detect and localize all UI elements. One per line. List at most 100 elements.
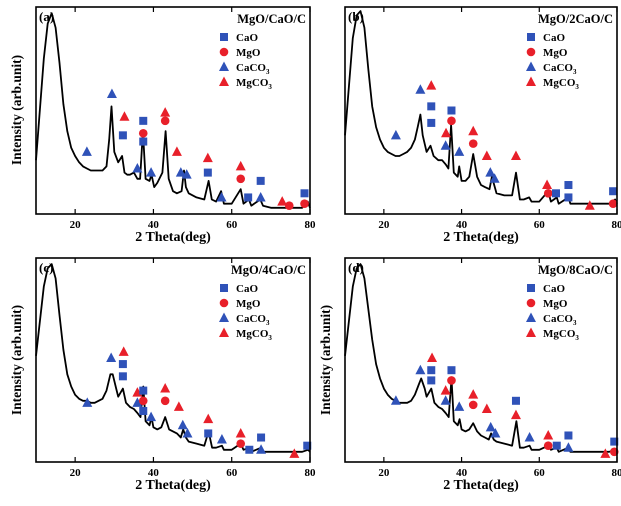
marker-mgco3: [427, 352, 438, 362]
marker-caco3: [485, 421, 496, 432]
marker-mgo: [608, 199, 618, 208]
marker-caco3: [146, 167, 157, 177]
marker-cao: [300, 189, 309, 198]
marker-cao: [257, 433, 266, 442]
marker-caco3: [415, 84, 426, 94]
marker-cao: [564, 181, 573, 190]
legend-label: MgO: [236, 298, 261, 310]
marker-mgco3: [118, 346, 129, 356]
marker-mgo: [468, 139, 478, 148]
marker-caco3: [81, 146, 92, 156]
panel-title: MgO/8CaO/C: [538, 263, 613, 277]
marker-caco3: [182, 427, 193, 438]
marker-cao: [609, 187, 618, 196]
marker-caco3: [490, 427, 501, 438]
x-tick-label: 20: [378, 467, 390, 479]
marker-mgco3: [481, 403, 492, 413]
marker-mgco3: [160, 383, 171, 393]
marker-caco3: [415, 364, 426, 375]
legend-cao-icon: [527, 33, 535, 41]
marker-caco3: [524, 432, 535, 442]
legend-label-subscript: 3: [573, 68, 577, 76]
y-axis-label: Intensity (arb.unit): [318, 305, 333, 415]
marker-mgco3: [277, 196, 288, 206]
marker-mgco3: [160, 107, 171, 117]
x-tick-label: 80: [612, 219, 621, 231]
marker-caco3: [255, 191, 266, 202]
marker-cao: [427, 376, 436, 385]
marker-mgco3: [468, 125, 479, 136]
marker-cao: [204, 429, 213, 438]
marker-cao: [118, 131, 127, 140]
xrd-curve: [344, 263, 618, 453]
legend-label: CaCO3: [543, 313, 577, 327]
y-axis-label: Intensity (arb.unit): [9, 55, 24, 165]
legend-mgo-icon: [219, 298, 229, 308]
marker-mgco3: [441, 127, 452, 138]
legend-mgco3-icon: [526, 76, 536, 86]
marker-mgco3: [202, 152, 213, 163]
marker-mgco3: [171, 146, 182, 156]
marker-caco3: [440, 140, 451, 150]
plot-frame: [35, 257, 311, 463]
plot-frame: [35, 6, 311, 215]
legend-label-subscript: 3: [573, 319, 577, 327]
marker-cao: [427, 102, 436, 111]
marker-cao: [118, 372, 127, 381]
marker-cao: [139, 407, 148, 415]
marker-mgco3: [510, 150, 521, 161]
legend-label: MgCO3: [236, 77, 272, 91]
marker-cao: [245, 445, 254, 454]
x-tick-label: 40: [456, 219, 468, 231]
marker-cao: [552, 441, 561, 450]
panel-label: (b): [348, 9, 364, 24]
x-tick-label: 20: [378, 219, 390, 231]
legend-mgo-icon: [526, 47, 536, 57]
plot-frame: [344, 257, 618, 463]
marker-cao: [551, 189, 560, 198]
marker-caco3: [177, 419, 188, 430]
marker-mgo: [543, 189, 553, 198]
marker-caco3: [454, 401, 465, 411]
legend-label: MgCO3: [543, 77, 579, 91]
marker-caco3: [256, 444, 267, 454]
x-tick-label: 60: [534, 467, 546, 479]
marker-mgo: [447, 116, 456, 126]
xrd-curve: [344, 10, 618, 205]
marker-caco3: [440, 395, 451, 405]
marker-mgco3: [468, 389, 479, 399]
legend-mgco3-icon: [526, 327, 536, 337]
marker-cao: [564, 431, 573, 440]
marker-mgo: [138, 396, 148, 406]
legend-cao-icon: [527, 284, 535, 292]
marker-mgco3: [543, 429, 554, 440]
legend-label-subscript: 3: [575, 83, 579, 91]
marker-caco3: [454, 146, 465, 156]
legend-label: CaO: [543, 32, 565, 44]
x-axis-label: 2 Theta(deg): [443, 478, 519, 493]
marker-mgo: [300, 199, 309, 208]
marker-mgco3: [584, 200, 595, 210]
legend-label: CaCO3: [543, 62, 577, 76]
panel-label: (a): [39, 9, 54, 24]
marker-cao: [203, 168, 212, 177]
legend-label: MgCO3: [543, 328, 579, 342]
marker-mgco3: [235, 427, 246, 438]
x-tick-label: 40: [148, 219, 160, 231]
legend-mgco3-icon: [219, 76, 229, 86]
legend-cao-icon: [220, 284, 228, 292]
x-tick-label: 20: [70, 467, 82, 479]
marker-cao: [447, 106, 456, 115]
marker-cao: [118, 360, 127, 369]
panel-title: MgO/CaO/C: [237, 12, 306, 26]
xrd-curve: [35, 263, 311, 453]
marker-mgo: [284, 201, 294, 211]
marker-cao: [139, 137, 148, 146]
legend-caco3-icon: [219, 61, 229, 71]
marker-caco3: [146, 411, 157, 422]
marker-caco3: [485, 167, 496, 177]
